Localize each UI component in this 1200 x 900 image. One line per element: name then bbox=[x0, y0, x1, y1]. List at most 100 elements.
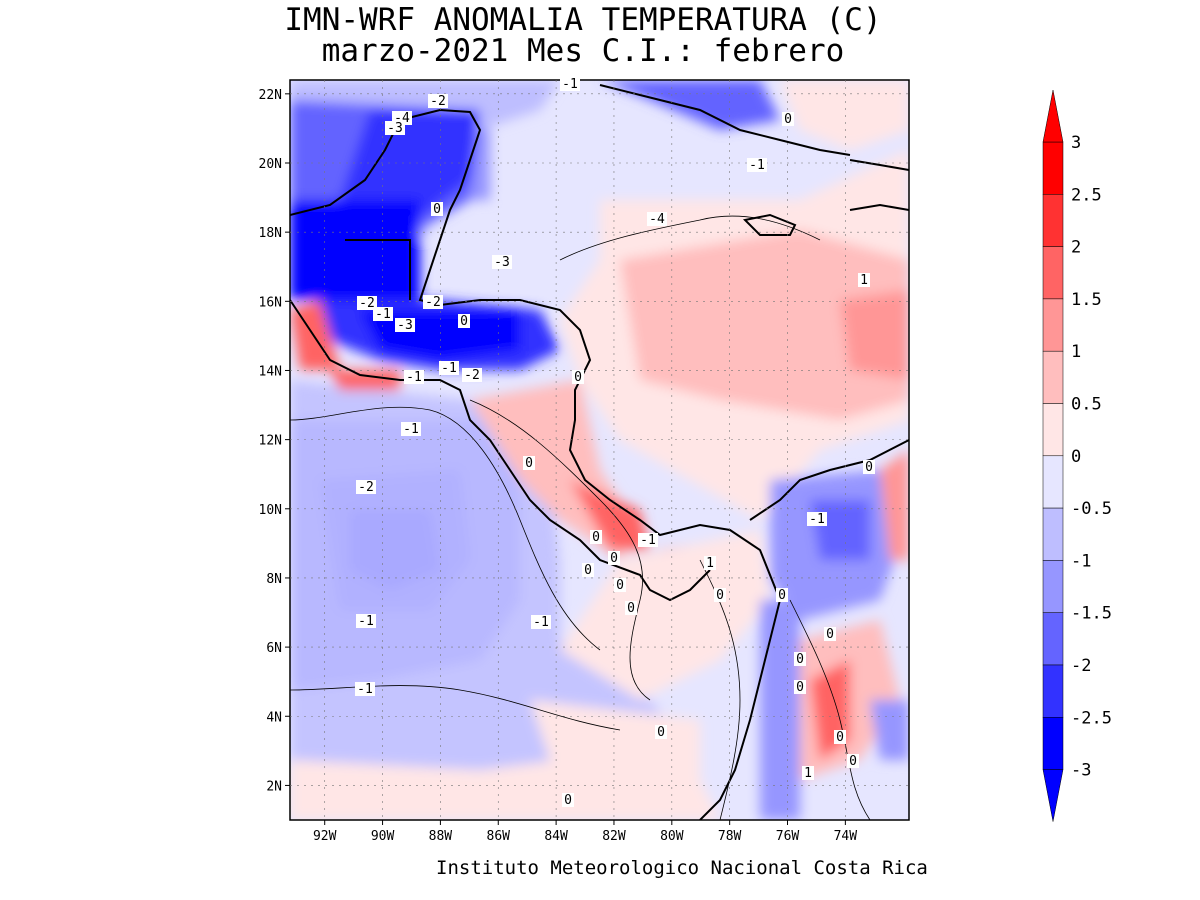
y-tick-label: 8N bbox=[266, 572, 282, 587]
y-tick-label: 22N bbox=[259, 88, 282, 103]
svg-text:-1: -1 bbox=[533, 615, 549, 630]
svg-text:-2: -2 bbox=[464, 368, 480, 383]
map-title-line2: marzo-2021 Mes C.I.: febrero bbox=[321, 33, 845, 69]
y-tick-label: 2N bbox=[266, 779, 282, 794]
colorbar-upper-arrow bbox=[1042, 89, 1064, 143]
contour-label: -1 bbox=[401, 422, 421, 437]
contour-label: -2 bbox=[423, 295, 443, 310]
svg-text:-2: -2 bbox=[430, 94, 446, 109]
colorbar-swatch bbox=[1042, 350, 1064, 404]
contour-label: 0 bbox=[590, 530, 602, 545]
contour-label: 1 bbox=[802, 766, 814, 781]
colorbar-label: -2.5 bbox=[1071, 708, 1112, 728]
contour-label: -2 bbox=[357, 296, 377, 311]
contour-label: -1 bbox=[560, 77, 580, 92]
colorbar-label: 0.5 bbox=[1071, 395, 1102, 415]
contour-label: 0 bbox=[614, 578, 626, 593]
contour-label: 0 bbox=[782, 112, 794, 127]
svg-text:0: 0 bbox=[865, 460, 873, 475]
contour-label: 0 bbox=[582, 563, 594, 578]
contour-label: 0 bbox=[824, 627, 836, 642]
colorbar-label: 2 bbox=[1071, 238, 1081, 258]
anomaly-field bbox=[290, 80, 909, 820]
colorbar-label: -3 bbox=[1071, 761, 1091, 781]
contour-lines bbox=[290, 215, 871, 820]
svg-text:0: 0 bbox=[627, 601, 635, 616]
colorbar-swatch bbox=[1042, 246, 1064, 300]
contour-label: 0 bbox=[794, 652, 806, 667]
credit-text: Instituto Meteorologico Nacional Costa R… bbox=[436, 857, 928, 879]
svg-text:0: 0 bbox=[525, 456, 533, 471]
map-frame bbox=[289, 79, 910, 821]
svg-text:-4: -4 bbox=[649, 212, 665, 227]
svg-text:0: 0 bbox=[584, 563, 592, 578]
colorbar-swatch bbox=[1042, 612, 1064, 666]
contour-label: 1 bbox=[858, 273, 870, 288]
colorbar-label: 1 bbox=[1071, 342, 1081, 362]
colorbar-swatch bbox=[1042, 455, 1064, 509]
svg-text:0: 0 bbox=[849, 754, 857, 769]
contour-label: -1 bbox=[356, 614, 376, 629]
contour-label: 0 bbox=[834, 730, 846, 745]
x-tick-label: 86W bbox=[487, 829, 511, 844]
svg-text:0: 0 bbox=[836, 730, 844, 745]
contour-label: -1 bbox=[439, 361, 459, 376]
y-tick-label: 14N bbox=[259, 364, 282, 379]
contour-label: 0 bbox=[794, 680, 806, 695]
y-axis-ticks: 22N 20N 18N 16N 14N 12N 10N 8N 6N 4N 2N bbox=[259, 88, 290, 794]
contour-label: -1 bbox=[531, 615, 551, 630]
colorbar-swatch bbox=[1042, 141, 1064, 195]
svg-text:-1: -1 bbox=[749, 158, 765, 173]
svg-text:-1: -1 bbox=[357, 682, 373, 697]
svg-text:0: 0 bbox=[796, 680, 804, 695]
svg-text:0: 0 bbox=[778, 588, 786, 603]
colorbar-label: -2 bbox=[1071, 656, 1091, 676]
colorbar-label: -1.5 bbox=[1071, 604, 1112, 624]
colorbar-label: 1.5 bbox=[1071, 290, 1102, 310]
svg-text:-1: -1 bbox=[441, 361, 457, 376]
colorbar-swatch bbox=[1042, 403, 1064, 457]
contour-label: -1 bbox=[638, 533, 658, 548]
colorbar-label: -1 bbox=[1071, 551, 1091, 571]
y-tick-label: 20N bbox=[259, 157, 282, 172]
contour-label: 0 bbox=[625, 601, 637, 616]
colorbar-swatch bbox=[1042, 298, 1064, 352]
contour-label: -3 bbox=[385, 121, 405, 136]
contour-label: -3 bbox=[492, 255, 512, 270]
svg-text:-1: -1 bbox=[403, 422, 419, 437]
colorbar-swatch bbox=[1042, 664, 1064, 718]
colorbar-swatch bbox=[1042, 194, 1064, 247]
svg-text:0: 0 bbox=[784, 112, 792, 127]
contour-label: -1 bbox=[747, 158, 767, 173]
contour-label: -4 bbox=[647, 212, 667, 227]
svg-text:-1: -1 bbox=[562, 77, 578, 92]
contour-label: -2 bbox=[356, 480, 376, 495]
svg-text:0: 0 bbox=[433, 202, 441, 217]
svg-text:1: 1 bbox=[706, 556, 714, 571]
svg-text:-1: -1 bbox=[406, 370, 422, 385]
svg-text:1: 1 bbox=[860, 273, 868, 288]
svg-text:-1: -1 bbox=[809, 512, 825, 527]
contour-label: -1 bbox=[355, 682, 375, 697]
x-tick-label: 88W bbox=[429, 829, 453, 844]
y-tick-label: 12N bbox=[259, 434, 282, 449]
contour-label: 0 bbox=[847, 754, 859, 769]
colorbar-swatch bbox=[1042, 507, 1064, 561]
svg-text:0: 0 bbox=[564, 793, 572, 808]
x-tick-label: 82W bbox=[602, 829, 626, 844]
colorbar-label: 0 bbox=[1071, 447, 1081, 467]
contour-label: -1 bbox=[807, 512, 827, 527]
svg-text:0: 0 bbox=[796, 652, 804, 667]
contour-label: -1 bbox=[373, 307, 393, 322]
colorbar-label: 3 bbox=[1071, 133, 1081, 153]
x-axis-ticks: 92W 90W 88W 86W 84W 82W 80W 78W 76W 74W bbox=[313, 820, 857, 844]
svg-text:1: 1 bbox=[804, 766, 812, 781]
colorbar-swatch bbox=[1042, 560, 1064, 613]
svg-text:0: 0 bbox=[826, 627, 834, 642]
contour-label: 0 bbox=[776, 588, 788, 603]
contour-label: -2 bbox=[428, 94, 448, 109]
contour-label: 0 bbox=[863, 460, 875, 475]
y-tick-label: 10N bbox=[259, 503, 282, 518]
svg-text:-1: -1 bbox=[375, 307, 391, 322]
